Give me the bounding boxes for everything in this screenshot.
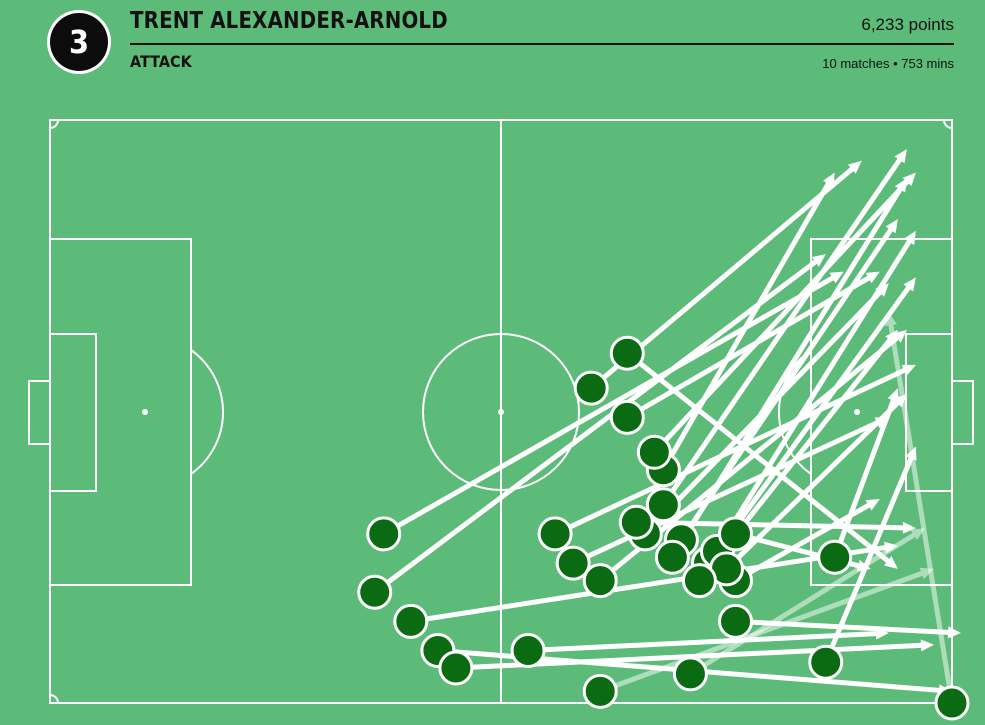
- pass-arrow: [733, 498, 880, 584]
- pass-arrow-head: [920, 639, 934, 652]
- pass-arrow-head: [947, 626, 962, 639]
- pass-start-marker: [582, 673, 618, 709]
- pass-arrow-head: [885, 219, 898, 234]
- pass-arrow-shaft: [724, 400, 901, 572]
- pass-start-marker: [609, 399, 645, 435]
- category-label: ATTACK: [130, 52, 192, 71]
- pass-arrow-head: [893, 329, 907, 343]
- pass-arrow-shaft: [705, 239, 912, 566]
- pass-start-marker: [654, 539, 690, 575]
- pass-arrow-head: [829, 271, 844, 284]
- pass-arrow-shaft: [381, 275, 835, 537]
- player-name: TRENT ALEXANDER-ARNOLD: [130, 8, 448, 34]
- pass-arrows: [372, 149, 962, 706]
- pass-arrow-shaft: [651, 179, 910, 455]
- pass-arrow: [381, 271, 844, 537]
- pass-arrow-head: [885, 312, 897, 327]
- pass-arrow: [714, 277, 916, 554]
- corner-arc-top-right: [943, 119, 953, 129]
- pass-arrow: [885, 312, 955, 706]
- pass-arrow-head: [903, 230, 916, 245]
- pass-arrow-shaft: [888, 322, 955, 706]
- pass-arrow-head: [910, 528, 925, 541]
- pass-start-marker: [357, 574, 393, 610]
- pass-start-marker: [618, 504, 654, 540]
- left-goal: [28, 380, 51, 445]
- pass-arrow-shaft: [525, 631, 879, 654]
- pass-arrow-head: [865, 271, 880, 284]
- pass-start-marker: [636, 434, 672, 470]
- points-total: 6,233 points: [861, 15, 954, 34]
- pass-arrow-head: [903, 277, 916, 292]
- pass-start-marker: [555, 545, 591, 581]
- pass-start-marker: [609, 335, 645, 371]
- pass-arrow: [660, 149, 907, 508]
- pass-start-marker: [808, 644, 844, 680]
- rank-badge: 3: [50, 13, 108, 71]
- pass-start-marker: [438, 650, 474, 686]
- pass-arrow-shaft: [660, 157, 903, 508]
- pass-arrow-shaft: [832, 397, 896, 560]
- pass-arrow: [651, 172, 916, 455]
- pass-arrow-shaft: [372, 259, 818, 595]
- pass-start-marker: [393, 603, 429, 639]
- pass-start-marker: [537, 516, 573, 552]
- pass-arrow-head: [902, 521, 916, 534]
- pass-arrow-head: [865, 498, 880, 511]
- pass-arrow: [724, 394, 907, 572]
- pass-arrow-head: [811, 254, 826, 267]
- pass-arrow-head: [847, 160, 862, 174]
- left-penalty-arc: [190, 349, 225, 475]
- pass-start-marker: [681, 563, 717, 599]
- pass-start-markers: [357, 335, 970, 721]
- pass-start-marker: [672, 656, 708, 692]
- right-penalty-spot: [854, 409, 860, 415]
- left-penalty-spot: [142, 409, 148, 415]
- pass-arrow: [705, 230, 916, 566]
- pass-start-marker: [582, 563, 618, 599]
- pass-start-marker: [934, 685, 970, 721]
- pass-start-marker: [645, 487, 681, 523]
- pass-arrow-head: [883, 556, 898, 569]
- pass-arrow-shaft: [687, 532, 917, 677]
- left-penalty-area: [49, 238, 192, 586]
- pass-start-marker: [510, 633, 546, 669]
- pass-arrow-head: [875, 283, 889, 297]
- right-goal: [951, 380, 974, 445]
- pass-arrow-head: [894, 149, 907, 164]
- pass-start-marker: [573, 370, 609, 406]
- corner-arc-bottom-left: [49, 694, 59, 704]
- left-six-yard-box: [49, 333, 97, 492]
- pass-start-marker: [366, 516, 402, 552]
- pass-start-marker: [817, 539, 853, 575]
- rank-number: 3: [68, 23, 90, 61]
- pass-start-marker: [718, 516, 754, 552]
- match-stats: 10 matches • 753 mins: [822, 56, 954, 71]
- pass-arrow-shaft: [570, 420, 880, 566]
- centre-spot: [498, 409, 504, 415]
- pass-arrow-head: [893, 394, 907, 408]
- centre-circle: [422, 333, 580, 491]
- pass-arrow-head: [901, 364, 916, 376]
- corner-arc-top-left: [49, 119, 59, 129]
- pass-arrow-shaft: [733, 502, 872, 584]
- pass-arrow-shaft: [408, 545, 888, 624]
- pass-start-marker: [718, 603, 754, 639]
- pass-arrow: [687, 528, 925, 677]
- pass-arrow-shaft: [714, 285, 911, 554]
- pass-arrow-shaft: [669, 186, 903, 560]
- pass-arrow-head: [902, 172, 916, 187]
- header-divider: [130, 43, 954, 45]
- pass-arrow: [372, 254, 826, 595]
